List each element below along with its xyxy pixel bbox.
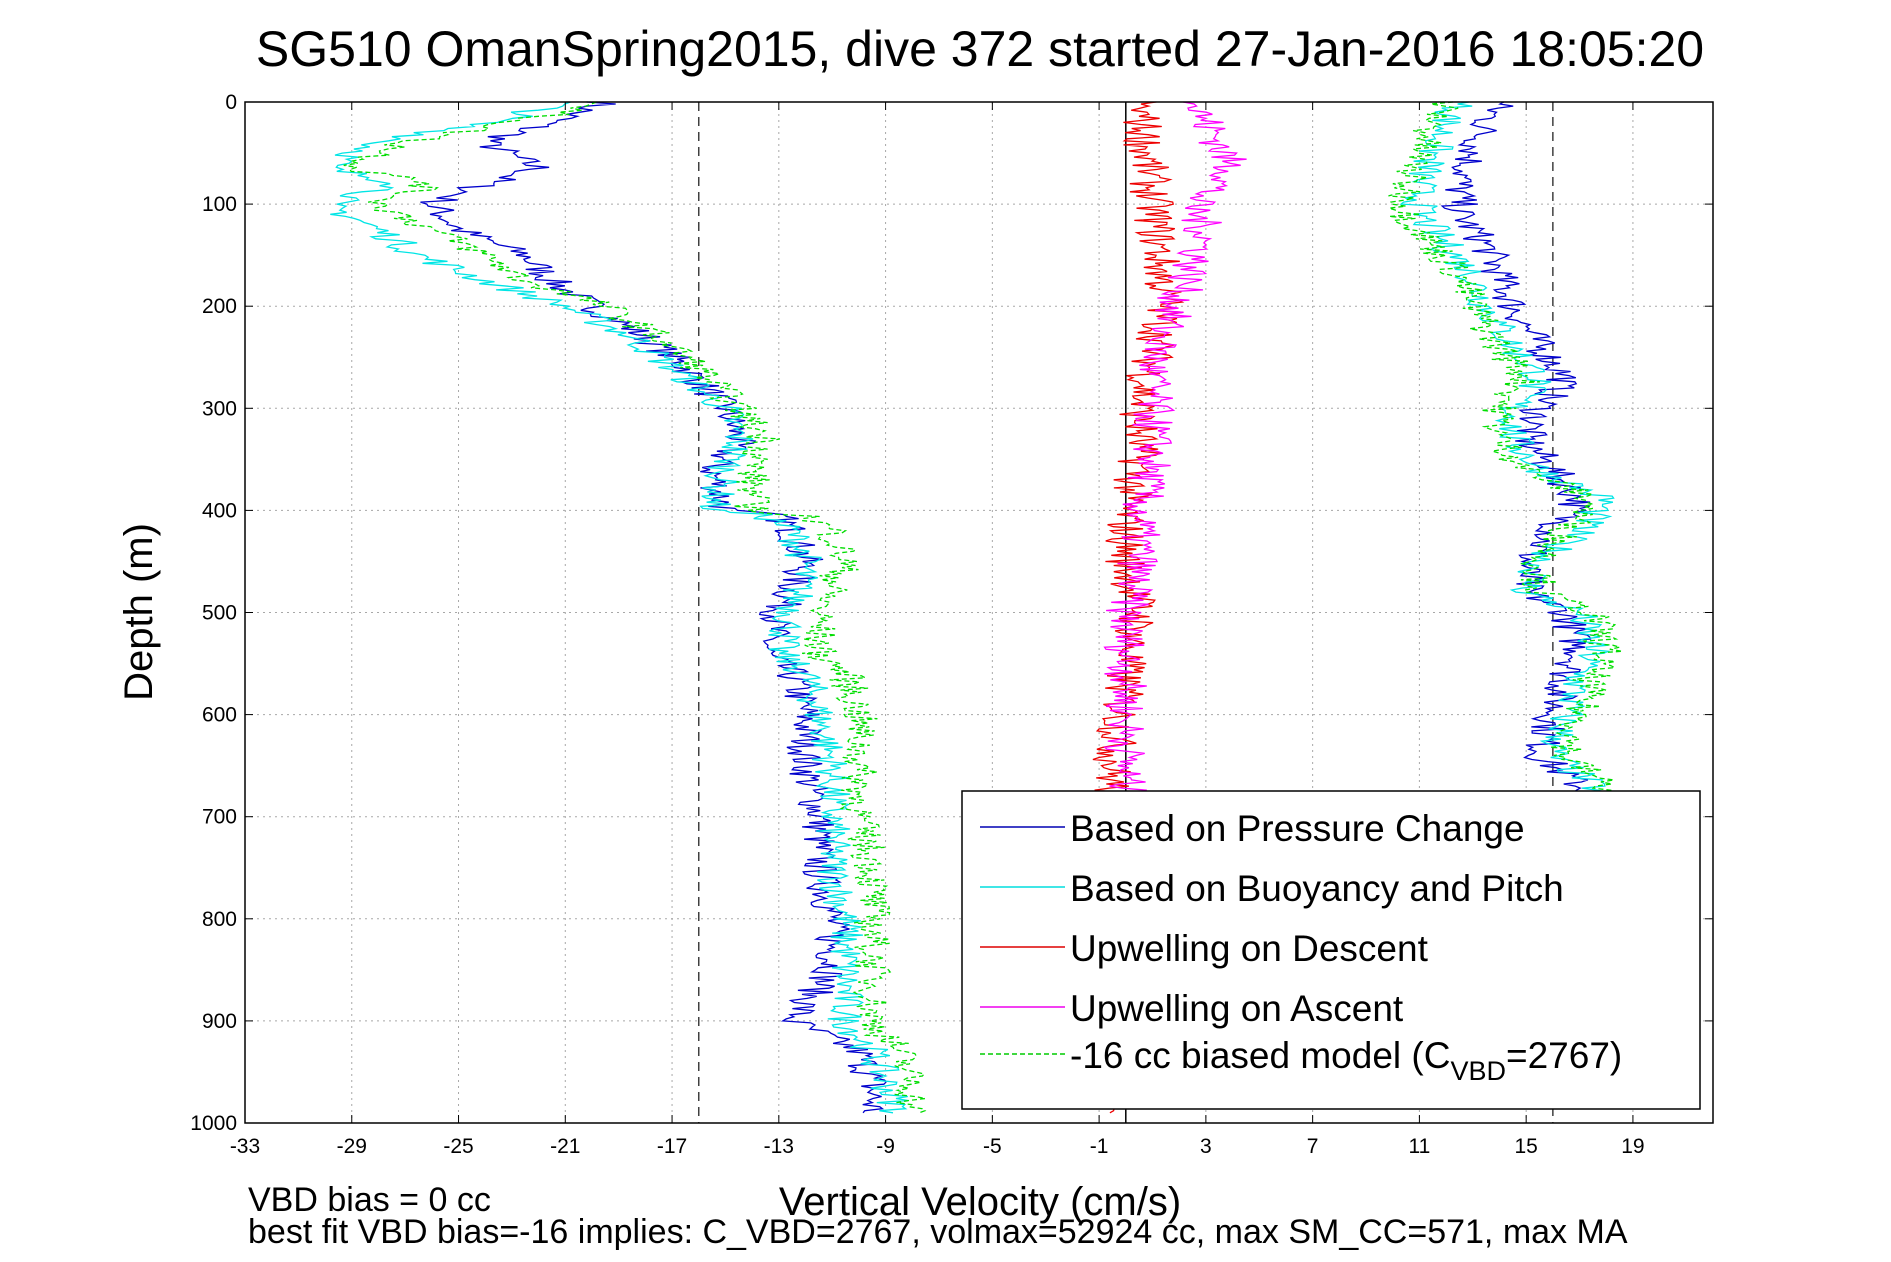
y-tick-label: 0: [225, 91, 237, 114]
y-tick-label: 500: [202, 602, 237, 625]
x-tick-label: 11: [1408, 1135, 1430, 1158]
y-tick-label: 100: [202, 193, 237, 216]
x-ticks: -33 -29 -25 -21 -17 -13 -9 -5 -1 3 7 11 15 19: [230, 102, 1645, 1158]
series-line-ascent: [1399, 101, 1618, 797]
x-tick-label: -21: [550, 1135, 580, 1158]
y-tick-label: 200: [202, 295, 237, 318]
series-line-ascent: [1440, 101, 1604, 797]
x-tick-label: 19: [1621, 1135, 1644, 1158]
y-tick-label: 600: [202, 704, 237, 727]
y-tick-label: 400: [202, 499, 237, 522]
x-tick-label: -25: [443, 1135, 473, 1158]
y-axis-label: Depth (m): [117, 523, 161, 701]
series-line-ascent: [1388, 101, 1630, 797]
legend-label: Based on Pressure Change: [1070, 808, 1525, 849]
x-tick-label: -5: [983, 1135, 1002, 1158]
y-tick-label: 300: [202, 397, 237, 420]
y-tick-label: 900: [202, 1010, 237, 1033]
x-tick-label: 15: [1514, 1135, 1537, 1158]
series-line-descent: [343, 101, 927, 1114]
footer-line-2: best fit VBD bias=-16 implies: C_VBD=276…: [248, 1213, 1628, 1251]
legend-label: Upwelling on Descent: [1070, 928, 1429, 969]
series-layer: [330, 101, 1630, 1114]
x-tick-label: -1: [1090, 1135, 1109, 1158]
x-tick-label: -17: [657, 1135, 687, 1158]
x-tick-label: -13: [764, 1135, 794, 1158]
x-tick-label: -29: [337, 1135, 367, 1158]
legend-label: Based on Buoyancy and Pitch: [1070, 868, 1564, 909]
x-tick-label: 3: [1200, 1135, 1212, 1158]
chart-title: SG510 OmanSpring2015, dive 372 started 2…: [256, 21, 1704, 77]
legend-label: Upwelling on Ascent: [1070, 988, 1404, 1029]
series-3: [1103, 101, 1247, 797]
legend: Based on Pressure Change Based on Buoyanc…: [961, 790, 1701, 1110]
y-tick-label: 1000: [190, 1112, 237, 1135]
footer-line-1: VBD bias = 0 cc: [248, 1181, 491, 1219]
series-0: [420, 101, 1604, 1114]
legend-box: [961, 790, 1701, 1110]
y-tick-label: 700: [202, 806, 237, 829]
series-line-descent: [330, 101, 909, 1114]
series-line-descent: [420, 101, 887, 1114]
series-4: [343, 101, 1630, 1114]
series-line-ascent: [1103, 101, 1247, 797]
x-tick-label: -9: [876, 1135, 895, 1158]
y-ticks: 0 100 200 300 400 500 600 700 800 900 1000: [190, 91, 1713, 1135]
y-tick-label: 800: [202, 908, 237, 931]
x-tick-label: -33: [230, 1135, 260, 1158]
x-axis-label: Vertical Velocity (cm/s): [779, 1180, 1181, 1224]
x-tick-label: 7: [1307, 1135, 1319, 1158]
grid: [244, 101, 1713, 1124]
